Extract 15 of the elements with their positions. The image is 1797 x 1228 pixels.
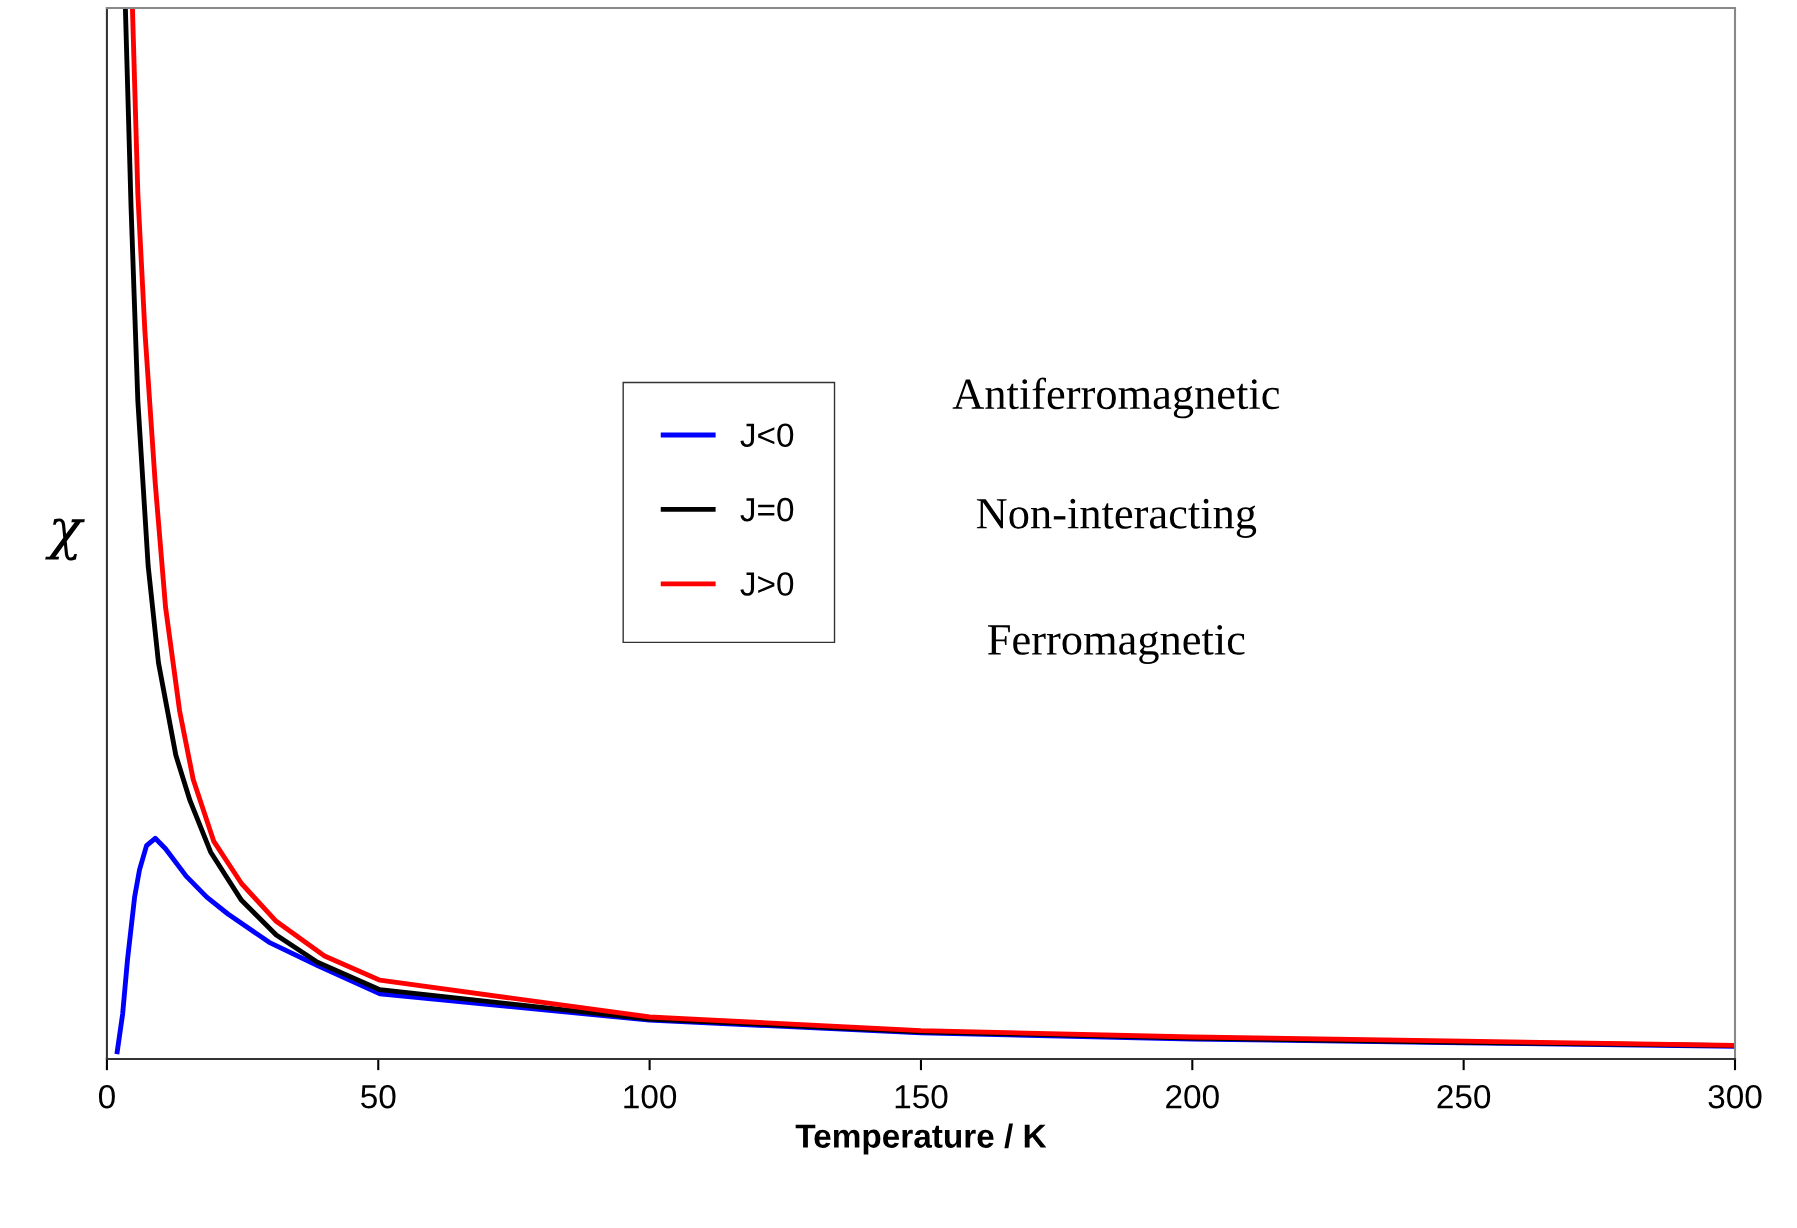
- legend-label: J=0: [740, 497, 794, 522]
- y-axis-title: χ: [45, 518, 85, 561]
- x-axis-title: Temperature / K: [795, 1123, 1047, 1155]
- annotation: Ferromagnetic: [988, 625, 1245, 665]
- legend-label: J>0: [740, 572, 794, 596]
- legend-label: J<0: [740, 423, 794, 448]
- x-tick-label: 0: [98, 1084, 115, 1109]
- x-tick-label: 200: [1166, 1084, 1219, 1109]
- annotation: Non-interacting: [976, 498, 1257, 538]
- x-tick-label: 50: [361, 1084, 396, 1109]
- x-tick-label: 300: [1708, 1084, 1762, 1109]
- x-tick-label: 150: [895, 1084, 948, 1109]
- annotation: Antiferromagnetic: [952, 377, 1280, 419]
- x-tick-label: 100: [624, 1084, 677, 1109]
- x-tick-label: 250: [1437, 1084, 1491, 1109]
